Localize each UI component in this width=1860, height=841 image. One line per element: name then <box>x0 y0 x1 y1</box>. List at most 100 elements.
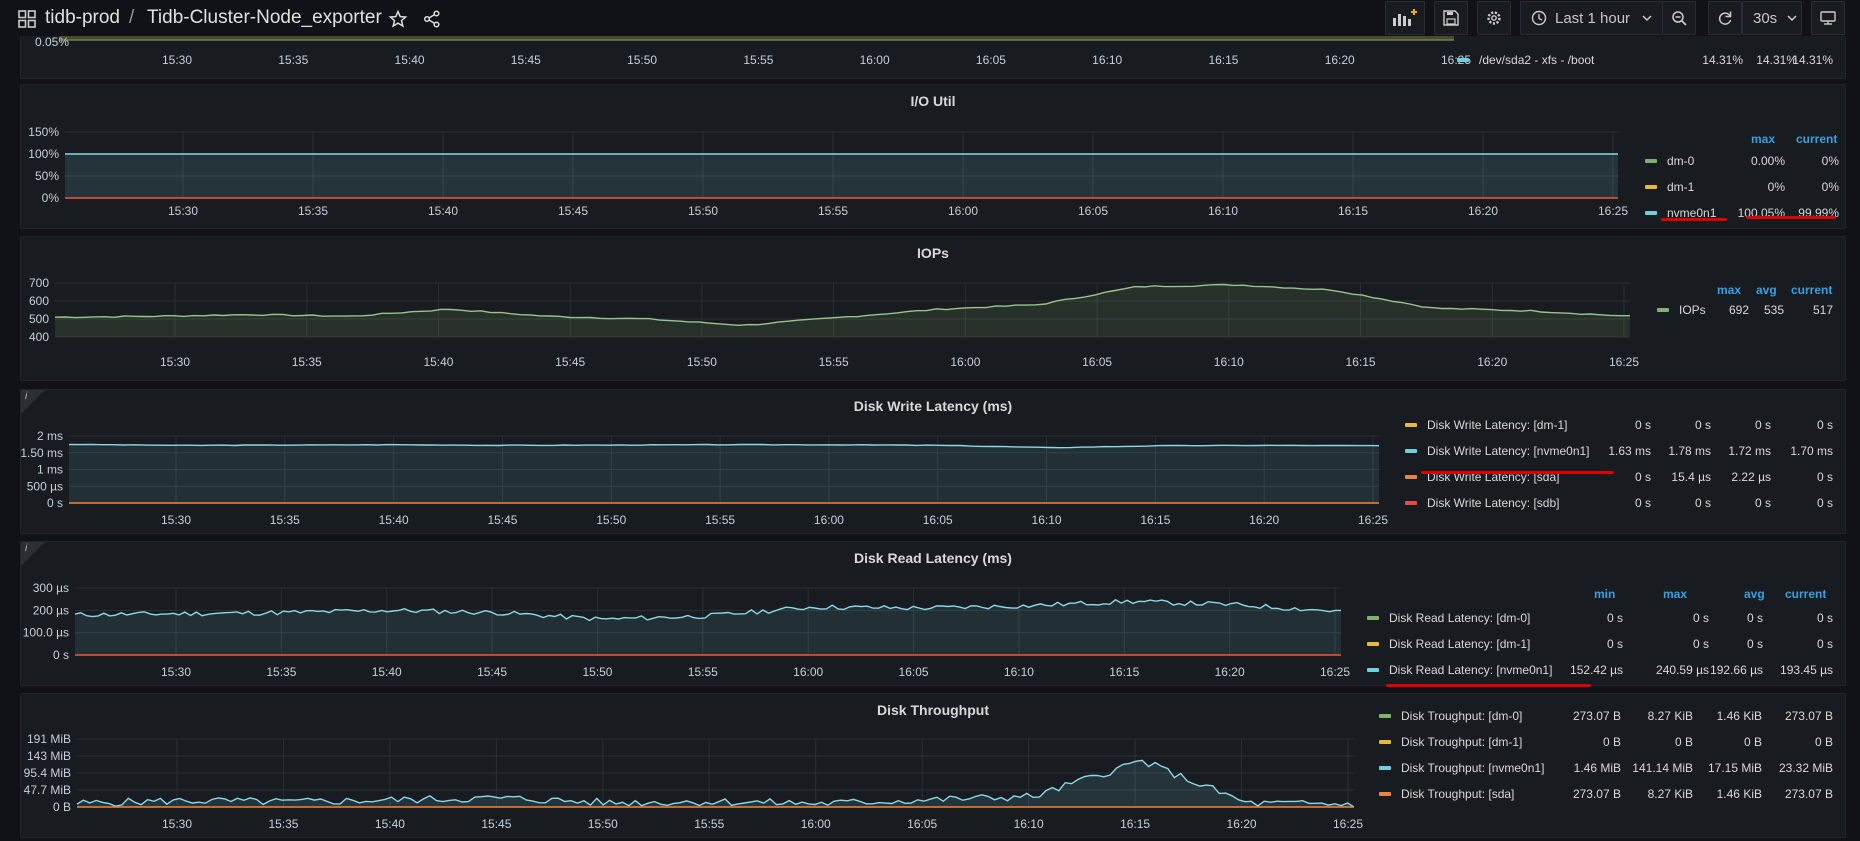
panel-title[interactable]: Disk Read Latency (ms) <box>854 550 1012 566</box>
legend-swatch <box>1379 766 1391 770</box>
add-panel-button[interactable] <box>1385 1 1425 35</box>
x-tick-label: 15:45 <box>511 53 541 67</box>
legend-header-avg[interactable]: avg <box>1744 587 1765 601</box>
legend-value: 0.00% <box>1750 154 1785 168</box>
add-panel-icon <box>1393 9 1417 26</box>
legend-item[interactable]: /dev/sda2 - xfs - /boot <box>1457 49 1594 71</box>
y-tick-label: 300 µs <box>33 581 69 595</box>
legend-item[interactable]: Disk Read Latency: [dm-1] <box>1367 633 1530 655</box>
x-tick-label: 15:40 <box>375 817 405 831</box>
legend-value: 14.31% <box>1756 53 1797 67</box>
x-tick-label: 15:45 <box>558 204 588 218</box>
panel-title[interactable]: I/O Util <box>910 93 956 109</box>
refresh-button[interactable] <box>1708 1 1742 35</box>
panel-title[interactable]: Disk Write Latency (ms) <box>853 398 1013 414</box>
iops-chart: 700 600 500 400 15:30 15:35 15:40 15:45 15:50 15:… <box>29 276 1639 369</box>
x-tick-label: 15:40 <box>395 53 425 67</box>
grid-icon[interactable] <box>18 10 36 28</box>
legend-value: 0 s <box>1634 496 1651 510</box>
legend-header-max[interactable]: max <box>1751 132 1776 146</box>
legend-header-min[interactable]: min <box>1594 587 1616 601</box>
y-tick-label: 2 ms <box>37 429 63 443</box>
legend-item[interactable]: dm-1 <box>1645 176 1694 198</box>
dashboard-title[interactable]: Tidb-Cluster-Node_exporter <box>147 7 382 28</box>
x-tick-label: 16:25 <box>1609 355 1639 369</box>
y-tick-label: 1 ms <box>37 463 63 477</box>
legend-header-current[interactable]: current <box>1796 132 1838 146</box>
x-tick-label: 16:15 <box>1140 513 1170 527</box>
legend-item[interactable]: Disk Read Latency: [nvme0n1] <box>1367 659 1552 681</box>
top-bar: tidb-prod / Tidb-Cluster-Node_exporter L… <box>0 0 1860 38</box>
legend-item[interactable]: Disk Troughput: [dm-0] <box>1379 705 1522 727</box>
info-icon[interactable]: i <box>21 390 45 414</box>
legend-item[interactable]: nvme0n1 <box>1645 202 1716 224</box>
tv-mode-button[interactable] <box>1811 1 1845 35</box>
x-tick-label: 16:10 <box>1208 204 1238 218</box>
monitor-icon <box>1820 11 1836 25</box>
legend-header-avg[interactable]: avg <box>1756 283 1777 297</box>
x-tick-label: 15:40 <box>428 204 458 218</box>
x-tick-label: 16:25 <box>1598 204 1628 218</box>
settings-button[interactable] <box>1477 1 1511 35</box>
legend-header-current[interactable]: current <box>1785 587 1827 601</box>
y-tick-label: 143 MiB <box>27 749 71 763</box>
legend-value: 273.07 B <box>1572 709 1621 723</box>
x-tick-label: 15:30 <box>161 665 191 679</box>
x-tick-label: 16:10 <box>1032 513 1062 527</box>
legend-value: 14.31% <box>1792 53 1833 67</box>
legend-item[interactable]: Disk Write Latency: [sdb] <box>1405 492 1560 514</box>
breadcrumb-separator: / <box>129 7 135 28</box>
info-icon[interactable]: i <box>21 542 45 566</box>
throughput-chart: 191 MiB 143 MiB 95.4 MiB 47.7 MiB 0 B 15:30 15… <box>24 732 1364 831</box>
star-icon[interactable] <box>388 9 408 28</box>
x-tick-label: 16:10 <box>1004 665 1034 679</box>
legend-value: 152.42 µs <box>1570 663 1623 677</box>
zoom-out-button[interactable] <box>1662 1 1696 35</box>
chevron-down-icon <box>1787 15 1797 22</box>
legend-item[interactable]: Disk Write Latency: [sda] <box>1405 466 1560 488</box>
legend-swatch <box>1367 642 1379 646</box>
legend-value: 0 s <box>1692 611 1709 625</box>
disk-space-chart-partial: 0.05% 15:30 15:35 15:40 15:45 15:50 15:55 16:0… <box>35 35 1471 67</box>
x-tick-label: 16:00 <box>814 513 844 527</box>
legend-item[interactable]: Disk Troughput: [nvme0n1] <box>1379 757 1544 779</box>
legend-header-max[interactable]: max <box>1717 283 1742 297</box>
legend-value: 0 B <box>1602 735 1621 749</box>
legend-value: 273.07 B <box>1572 787 1621 801</box>
panel-title[interactable]: Disk Throughput <box>877 702 989 718</box>
y-tick-label: 95.4 MiB <box>24 766 71 780</box>
legend-item[interactable]: Disk Troughput: [dm-1] <box>1379 731 1522 753</box>
legend-header-max[interactable]: max <box>1663 587 1688 601</box>
refresh-interval-label: 30s <box>1753 9 1778 27</box>
legend-item[interactable]: Disk Write Latency: [nvme0n1] <box>1405 440 1590 462</box>
x-tick-label: 15:35 <box>268 817 298 831</box>
share-icon[interactable] <box>423 10 441 28</box>
legend-label: Disk Troughput: [nvme0n1] <box>1401 761 1545 775</box>
legend-label: Disk Troughput: [dm-0] <box>1401 709 1523 723</box>
x-tick-label: 16:15 <box>1208 53 1238 67</box>
legend-item[interactable]: IOPs <box>1657 299 1706 321</box>
nvme0n1-read-series-area <box>75 599 1341 655</box>
y-tick-label: 500 µs <box>27 479 63 493</box>
breadcrumb-org[interactable]: tidb-prod <box>45 7 120 28</box>
y-tick-label: 200 µs <box>33 603 69 617</box>
annotation-underline <box>1661 218 1727 221</box>
panel-disk-read-latency: i Disk Read Latency (ms) 300 µs 200 µs 100… <box>20 541 1846 687</box>
legend-value: 141.14 MiB <box>1632 761 1693 775</box>
panel-disk-write-latency: i Disk Write Latency (ms) 2 ms 1.50 ms 1 m… <box>20 389 1846 534</box>
time-picker[interactable]: Last 1 hour <box>1520 1 1664 35</box>
legend-value: 1.63 ms <box>1608 444 1651 458</box>
refresh-interval-picker[interactable]: 30s <box>1742 1 1802 35</box>
x-tick-label: 16:00 <box>950 355 980 369</box>
legend-item[interactable]: Disk Read Latency: [dm-0] <box>1367 607 1530 629</box>
legend-swatch <box>1405 501 1417 505</box>
x-tick-label: 16:20 <box>1477 355 1507 369</box>
legend-item[interactable]: Disk Write Latency: [dm-1] <box>1405 414 1567 436</box>
legend-item[interactable]: dm-0 <box>1645 150 1694 172</box>
legend-value: 0 s <box>1634 418 1651 432</box>
x-tick-label: 16:20 <box>1325 53 1355 67</box>
panel-title[interactable]: IOPs <box>917 245 949 261</box>
legend-item[interactable]: Disk Troughput: [sda] <box>1379 783 1514 805</box>
legend-header-current[interactable]: current <box>1791 283 1833 297</box>
save-dashboard-button[interactable] <box>1434 1 1468 35</box>
